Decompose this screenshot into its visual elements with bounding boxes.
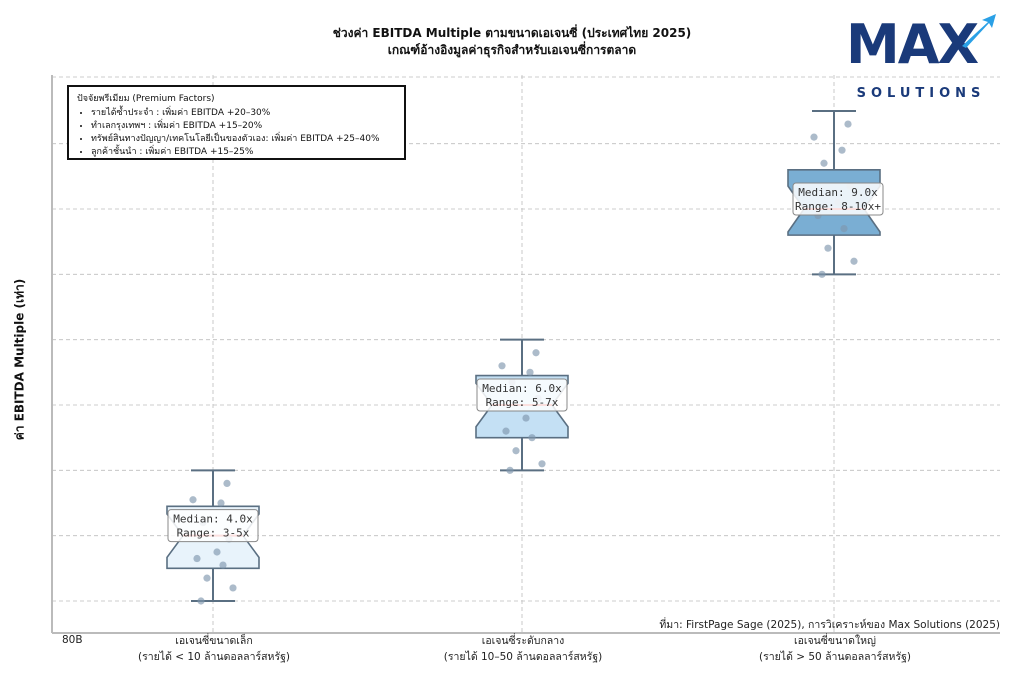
median-label: Median: 4.0x bbox=[173, 513, 253, 526]
chart-subtitle: เกณฑ์อ้างอิงมูลค่าธุรกิจสำหรับเอเจนซี่กา… bbox=[387, 43, 637, 57]
data-point bbox=[223, 479, 231, 487]
source-note: ที่มา: FirstPage Sage (2025), การวิเคราะ… bbox=[659, 619, 1000, 631]
data-point bbox=[850, 257, 858, 265]
data-point bbox=[810, 133, 818, 141]
median-label: Median: 9.0x bbox=[798, 186, 878, 199]
max-solutions-logo: MAX SOLUTIONS bbox=[846, 12, 996, 101]
median-label-box bbox=[792, 182, 884, 216]
median-label: Median: 6.0x bbox=[482, 382, 562, 395]
data-point bbox=[844, 120, 852, 128]
legend-title: ปัจจัยพรีเมียม (Premium Factors) bbox=[77, 94, 215, 104]
data-point bbox=[193, 554, 201, 563]
data-point bbox=[526, 368, 534, 376]
data-point bbox=[197, 597, 205, 605]
data-point bbox=[203, 574, 211, 582]
median-label-box bbox=[476, 378, 568, 412]
data-point bbox=[528, 434, 536, 442]
data-point bbox=[498, 362, 506, 370]
data-point bbox=[189, 496, 197, 504]
data-point bbox=[532, 349, 540, 357]
data-point bbox=[838, 146, 846, 154]
data-point bbox=[818, 270, 826, 278]
x-category-medium: เอเจนซี่ระดับกลาง (รายได้ 10–50 ล้านดอลลา… bbox=[443, 635, 603, 663]
range-label: Range: 8-10x+ bbox=[795, 200, 881, 213]
data-point bbox=[217, 499, 225, 507]
range-label: Range: 5-7x bbox=[486, 396, 559, 409]
legend-item: ทรัพย์สินทางปัญญา/เทคโนโลยีเป็นของตัวเอง… bbox=[91, 133, 396, 146]
logo-arrow-icon bbox=[962, 14, 996, 48]
legend-item: รายได้ซ้ำประจำ : เพิ่มค่า EBITDA +20–30% bbox=[91, 107, 396, 120]
data-point bbox=[522, 414, 530, 422]
chart-title: ช่วงค่า EBITDA Multiple ตามขนาดเอเจนซี่ … bbox=[332, 26, 692, 40]
data-point bbox=[824, 244, 832, 252]
data-point bbox=[512, 447, 520, 455]
x-tick-label: 80B bbox=[62, 634, 83, 646]
range-label: Range: 3-5x bbox=[177, 527, 250, 540]
logo-wordmark: MAX bbox=[846, 13, 979, 76]
data-point bbox=[506, 466, 514, 474]
x-category-small: เอเจนซี่ขนาดเล็ก (รายได้ < 10 ล้านดอลลาร์… bbox=[138, 635, 290, 663]
data-point bbox=[820, 159, 828, 167]
data-point bbox=[213, 548, 221, 556]
data-point bbox=[840, 225, 848, 233]
data-point bbox=[229, 584, 237, 592]
data-point bbox=[502, 427, 510, 435]
x-category-large: เอเจนซี่ขนาดใหญ่ (รายได้ > 50 ล้านดอลลาร์… bbox=[759, 635, 911, 663]
premium-factors-legend: ปัจจัยพรีเมียม (Premium Factors) รายได้ซ… bbox=[67, 85, 406, 160]
legend-item: ทำเลกรุงเทพฯ : เพิ่มค่า EBITDA +15–20% bbox=[91, 120, 396, 133]
data-point bbox=[538, 460, 546, 468]
legend-item: ลูกค้าชั้นนำ : เพิ่มค่า EBITDA +15–25% bbox=[91, 146, 396, 159]
data-point bbox=[219, 561, 227, 569]
logo-subtext: SOLUTIONS bbox=[856, 86, 986, 101]
median-label-box bbox=[167, 509, 259, 543]
